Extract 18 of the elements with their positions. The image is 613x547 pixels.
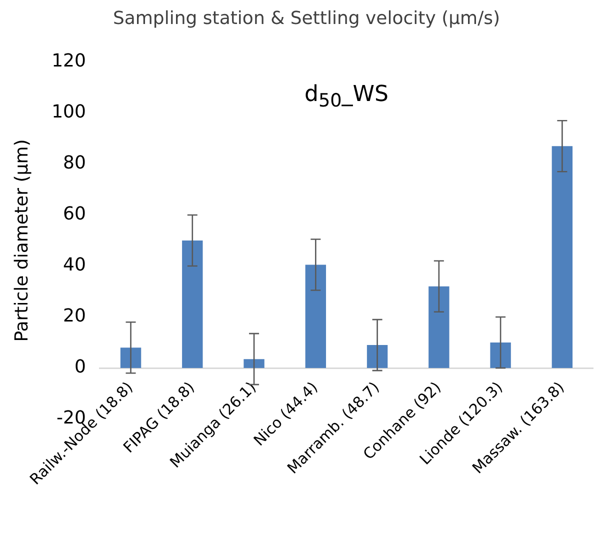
bar xyxy=(552,146,573,368)
y-tick-label: 20 xyxy=(63,306,86,327)
y-tick-label: 80 xyxy=(63,152,86,174)
bar xyxy=(366,345,388,368)
y-tick-label: 100 xyxy=(52,102,86,123)
bar xyxy=(490,342,511,368)
y-tick-label: 60 xyxy=(63,204,86,225)
bar xyxy=(244,359,264,368)
bar xyxy=(428,286,450,368)
text: d$_{50}$_WS xyxy=(304,82,388,112)
x-axis-title: Sampling station & Settling velocity (µm/s) xyxy=(112,8,502,29)
y-axis-title: Particle diameter (µm) xyxy=(11,139,32,342)
bar xyxy=(305,264,326,368)
bar xyxy=(120,348,142,368)
y-tick-label: 0 xyxy=(74,356,86,378)
bar xyxy=(182,240,203,368)
y-tick-label: 120 xyxy=(52,50,86,72)
y-tick-label: 40 xyxy=(63,254,86,276)
